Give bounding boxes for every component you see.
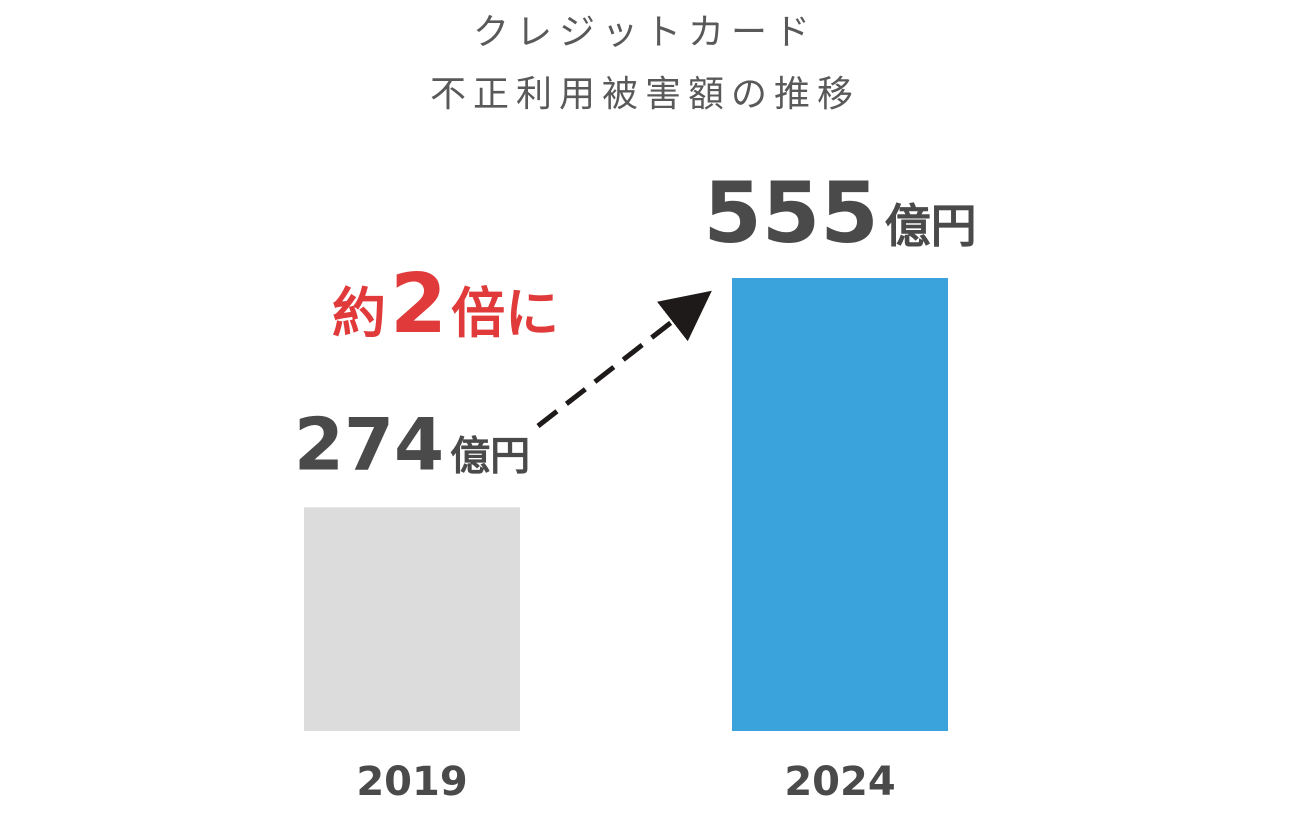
bars-group — [304, 278, 948, 731]
value-label-2019: 274 億円 — [294, 402, 530, 486]
bar-2019 — [304, 507, 520, 731]
value-label-2024: 555 億円 — [703, 164, 976, 262]
value-number: 555 — [703, 164, 878, 262]
annotation-suffix: 倍に — [451, 282, 559, 345]
chart-subtitle: 不正利用被害額の推移 — [430, 74, 860, 115]
chart-title: クレジットカード — [473, 12, 817, 53]
growth-annotation: 約2倍に — [332, 257, 559, 352]
category-labels-group: 2019 2024 — [356, 759, 895, 805]
growth-arrow-icon — [536, 290, 712, 428]
category-label-2019: 2019 — [356, 759, 467, 805]
value-unit: 億円 — [885, 199, 977, 253]
category-label-2024: 2024 — [784, 759, 895, 805]
annotation-prefix: 約 — [332, 282, 386, 345]
bar-2024 — [732, 278, 948, 731]
annotation-number: 2 — [390, 257, 447, 352]
value-unit: 億円 — [450, 433, 530, 479]
value-number: 274 — [294, 402, 444, 486]
